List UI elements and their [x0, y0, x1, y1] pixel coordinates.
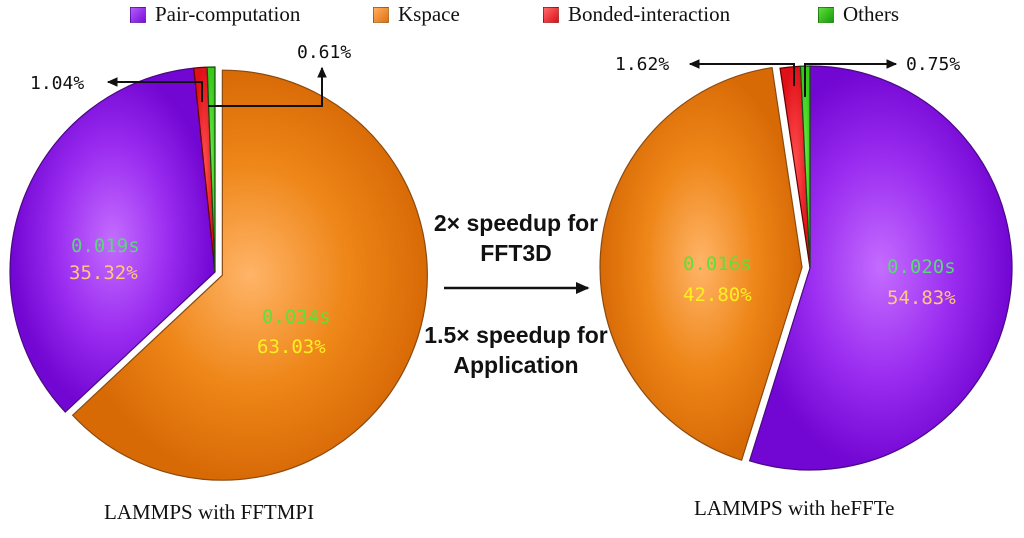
leader-line-bonded-left — [106, 77, 203, 102]
legend-item-pair-computation: Pair-computation — [130, 2, 300, 27]
pct-label-bonded-right: 1.62% — [615, 54, 669, 75]
time-label-kspace-left: 0.034s — [262, 306, 331, 328]
pie-slice-kspace — [71, 69, 428, 481]
pie-slice-others — [206, 66, 216, 273]
app-speedup-line1: 1.5× speedup for — [424, 322, 608, 348]
time-label-pair-left: 0.019s — [71, 235, 140, 257]
legend-swatch-pair-computation — [130, 6, 146, 23]
pct-label-kspace-right: 42.80% — [683, 284, 752, 306]
leader-line-others-right — [804, 59, 898, 97]
legend-swatch-bonded-interaction — [543, 6, 559, 23]
pct-label-pair-left: 35.32% — [69, 262, 138, 284]
pie-heffte — [599, 65, 1013, 471]
pie-slice-pair-computation — [9, 67, 216, 413]
legend-item-others: Others — [818, 2, 899, 27]
legend-label: Others — [843, 2, 899, 26]
fft-speedup-line1: 2× speedup for — [433, 210, 599, 236]
fft-speedup-line2: FFT3D — [480, 240, 552, 266]
legend-label: Bonded-interaction — [568, 2, 731, 26]
pie-slice-pair-computation — [748, 65, 1013, 471]
pct-label-others-right: 0.75% — [906, 54, 960, 75]
legend-item-bonded-interaction: Bonded-interaction — [543, 2, 730, 27]
pct-label-bonded-left: 1.04% — [30, 73, 84, 94]
pie-title-heffte: LAMMPS with heFFTe — [694, 496, 895, 520]
time-label-kspace-right: 0.016s — [683, 253, 752, 275]
pie-fftmpi — [9, 66, 428, 481]
leader-line-others-left — [208, 66, 327, 107]
time-label-pair-right: 0.020s — [887, 256, 956, 278]
leader-line-bonded-right — [688, 59, 795, 86]
legend-swatch-kspace — [373, 6, 389, 23]
legend-label: Pair-computation — [155, 2, 301, 26]
legend-label: Kspace — [398, 2, 460, 26]
app-speedup-line2: Application — [453, 352, 579, 378]
pie-slice-kspace — [599, 66, 803, 461]
legend: Pair-computation Kspace Bonded-interacti… — [0, 0, 1024, 28]
app-speedup-annotation: 1.5× speedup for Application — [414, 320, 618, 380]
pct-label-others-left: 0.61% — [297, 42, 351, 63]
pct-label-kspace-left: 63.03% — [257, 336, 326, 358]
fft-speedup-annotation: 2× speedup for FFT3D — [414, 208, 618, 268]
pie-title-fftmpi: LAMMPS with FFTMPI — [104, 500, 315, 524]
legend-item-kspace: Kspace — [373, 2, 460, 27]
pct-label-pair-right: 54.83% — [887, 287, 956, 309]
legend-swatch-others — [818, 6, 834, 23]
